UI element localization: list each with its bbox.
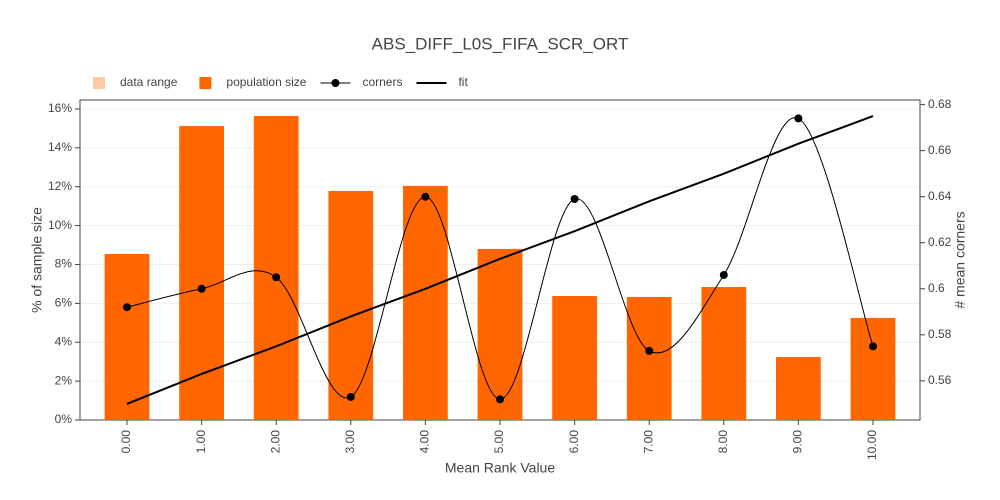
bar	[477, 248, 523, 420]
y-tick-label: 0%	[55, 412, 73, 426]
legend-marker	[331, 79, 340, 87]
y2-axis-title: # mean corners	[952, 211, 968, 308]
y-tick-label: 12%	[48, 179, 72, 193]
y-tick-label: 10%	[48, 218, 72, 232]
y-tick-label: 14%	[48, 140, 72, 154]
corners-marker	[272, 273, 281, 282]
chart-title: ABS_DIFF_L0S_FIFA_SCR_ORT	[372, 34, 629, 53]
x-tick-label: 4.00	[418, 430, 432, 454]
corners-marker	[421, 192, 430, 201]
y2-tick-label: 0.68	[928, 97, 952, 111]
bar	[328, 190, 374, 420]
x-tick-label: 6.00	[567, 430, 581, 454]
y-tick-label: 4%	[55, 334, 73, 348]
legend-label: data range	[120, 75, 178, 89]
corners-marker	[719, 270, 728, 279]
bar	[626, 296, 672, 420]
legend-swatch	[93, 77, 105, 89]
legend-label: fit	[458, 75, 468, 89]
x-tick-label: 1.00	[194, 430, 208, 454]
y-axis-title: % of sample size	[29, 207, 45, 313]
y2-tick-label: 0.66	[928, 143, 952, 157]
corners-marker	[869, 342, 878, 351]
y2-tick-label: 0.58	[928, 327, 952, 341]
y-tick-label: 16%	[48, 101, 72, 115]
corners-marker	[197, 284, 206, 293]
x-tick-label: 0.00	[119, 430, 133, 454]
fit-line	[126, 115, 874, 405]
bar	[403, 185, 448, 420]
bar	[179, 126, 224, 421]
corners-marker	[496, 395, 504, 404]
y-tick-label: 2%	[55, 373, 73, 387]
corners-marker	[794, 114, 803, 123]
x-tick-label: 10.00	[865, 430, 879, 460]
legend-label: population size	[226, 75, 306, 89]
corners-marker	[122, 303, 131, 312]
legend-label: corners	[362, 75, 402, 89]
y-tick-label: 6%	[55, 296, 73, 310]
x-tick-label: 7.00	[641, 430, 655, 454]
x-axis-title: Mean Rank Value	[445, 460, 555, 476]
bar	[701, 287, 747, 420]
corners-marker	[645, 346, 654, 355]
x-tick-label: 8.00	[716, 430, 730, 454]
y-tick-label: 8%	[55, 257, 73, 271]
y2-tick-label: 0.56	[928, 373, 952, 387]
corners-marker	[570, 194, 579, 203]
bar	[850, 317, 896, 420]
x-tick-label: 3.00	[343, 430, 357, 454]
bar	[253, 115, 299, 420]
bar	[776, 357, 821, 420]
bar	[104, 253, 150, 420]
y2-tick-label: 0.6	[928, 281, 945, 295]
x-tick-label: 9.00	[791, 430, 805, 454]
legend-swatch	[199, 77, 212, 89]
y2-tick-label: 0.62	[928, 235, 952, 249]
bar	[552, 295, 597, 420]
x-tick-label: 2.00	[268, 430, 282, 454]
corners-marker	[346, 392, 355, 401]
y2-tick-label: 0.64	[928, 189, 952, 203]
corners-line	[126, 117, 874, 400]
x-tick-label: 5.00	[492, 430, 506, 454]
